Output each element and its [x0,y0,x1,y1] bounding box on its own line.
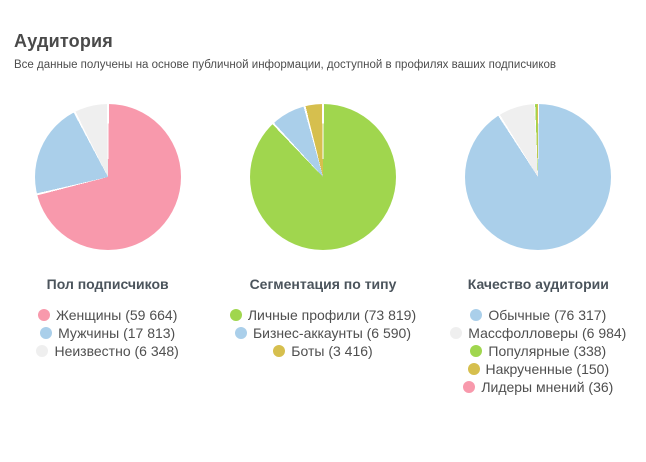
legend-item-label: Лидеры мнений (36) [481,379,614,395]
chart-column-account-type: Сегментация по типу Личные профили (73 8… [215,104,430,396]
pie-chart-account-type[interactable] [249,104,396,250]
legend-dot-icon [37,309,50,321]
legend-item: Женщины (59 664) [0,306,215,324]
legend-item-label: Популярные (338) [488,343,607,359]
legend-item-label: Неизвестно (6 348) [54,343,179,359]
page-title: Аудитория [14,31,113,51]
legend-item: Неизвестно (6 348) [0,342,215,360]
chart-title-account-type: Сегментация по типу [249,276,397,292]
legend-item: Лидеры мнений (36) [431,378,646,396]
legend-item-label: Массфолловеры (6 984) [468,325,627,341]
legend-account-type: Личные профили (73 819) Бизнес-аккаунты … [215,306,430,360]
chart-title-audience-quality: Качество аудитории [467,276,609,292]
charts-row: Пол подписчиков Женщины (59 664) Мужчины… [0,104,646,396]
legend-item: Накрученные (150) [431,360,646,378]
legend-item: Массфолловеры (6 984) [431,324,646,342]
legend-dot-icon [470,309,483,321]
legend-item-label: Женщины (59 664) [55,307,178,323]
legend-gender: Женщины (59 664) Мужчины (17 813) Неизве… [0,306,215,360]
legend-item: Бизнес-аккаунты (6 590) [215,324,430,342]
legend-dot-icon [450,327,463,339]
legend-item: Личные профили (73 819) [215,306,430,324]
legend-item-label: Накрученные (150) [485,361,610,377]
legend-item-label: Бизнес-аккаунты (6 590) [252,325,412,341]
legend-audience-quality: Обычные (76 317) Массфолловеры (6 984) П… [431,306,646,396]
legend-dot-icon [40,327,53,339]
page-subtitle: Все данные получены на основе публичной … [14,59,557,71]
legend-dot-icon [463,381,476,393]
chart-column-gender: Пол подписчиков Женщины (59 664) Мужчины… [0,104,215,396]
legend-item: Обычные (76 317) [431,306,646,324]
legend-item-label: Боты (3 416) [291,343,373,359]
pie-chart-gender[interactable] [34,104,181,250]
legend-dot-icon [234,327,247,339]
chart-column-audience-quality: Качество аудитории Обычные (76 317) Масс… [431,104,646,396]
legend-item: Боты (3 416) [215,342,430,360]
legend-item-label: Личные профили (73 819) [247,307,417,323]
legend-dot-icon [229,309,242,321]
pie-chart-audience-quality[interactable] [465,104,612,250]
legend-item-label: Обычные (76 317) [488,307,607,323]
legend-dot-icon [467,363,480,375]
chart-title-gender: Пол подписчиков [46,276,169,292]
legend-dot-icon [273,345,286,357]
legend-item-label: Мужчины (17 813) [58,325,176,341]
audience-report-page: Аудитория Все данные получены на основе … [0,31,646,462]
legend-item: Популярные (338) [431,342,646,360]
legend-dot-icon [470,345,483,357]
legend-dot-icon [36,345,49,357]
legend-item: Мужчины (17 813) [0,324,215,342]
